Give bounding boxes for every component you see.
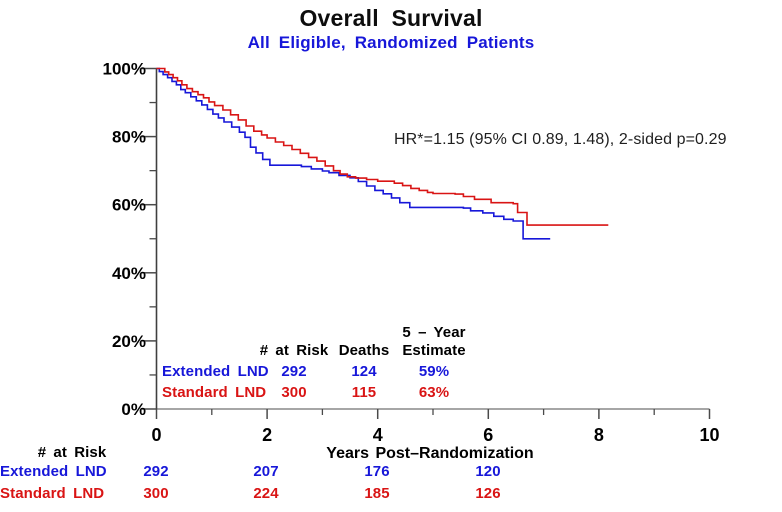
stats-row-standard-label: Standard LND [162,384,267,401]
risk-extended-t0: 292 [143,463,169,480]
survival-curve-standard-lnd [156,67,609,226]
x-tick-label: 10 [699,425,719,445]
stats-row-extended-atrisk: 292 [281,363,307,380]
stats-col-5year-header: 5 – Year [402,324,466,341]
stats-row-extended-estimate: 59% [418,363,450,380]
x-axis-title: Years Post–Randomization [326,445,534,462]
risk-standard-t2: 224 [253,485,279,502]
stats-row-extended-label: Extended LND [162,363,269,380]
y-tick-label: 20% [112,332,146,351]
stats-col-deaths-header: Deaths [338,342,390,359]
hazard-ratio-annotation: HR*=1.15 (95% CI 0.89, 1.48), 2-sided p=… [394,131,727,148]
risk-extended-t2: 207 [253,463,279,480]
risk-standard-t0: 300 [143,485,169,502]
survival-curve-extended-lnd [156,67,551,240]
y-tick-label: 100% [103,60,146,79]
stats-col-estimate-header: Estimate [402,342,466,359]
risk-extended-t6: 120 [475,463,501,480]
stats-row-standard-deaths: 115 [351,384,377,401]
x-tick-label: 0 [151,425,161,445]
x-tick-label: 6 [483,425,493,445]
x-tick-label: 8 [594,425,604,445]
risk-extended-t4: 176 [364,463,390,480]
stats-row-standard-atrisk: 300 [281,384,307,401]
risk-row-extended-label: Extended LND [0,463,107,480]
stats-row-standard-estimate: 63% [418,384,450,401]
risk-row-standard-label: Standard LND [0,485,105,502]
y-tick-label: 80% [112,128,146,147]
x-tick-label: 2 [262,425,272,445]
chart-title: Overall Survival [299,5,483,31]
stats-col-atrisk-header: # at Risk [259,342,329,359]
y-tick-label: 0% [121,400,146,419]
risk-standard-t6: 126 [475,485,501,502]
y-tick-label: 60% [112,196,146,215]
risk-standard-t4: 185 [364,485,390,502]
stats-row-extended-deaths: 124 [351,363,377,380]
risk-table-title: # at Risk [37,444,107,461]
y-tick-label: 40% [112,264,146,283]
x-tick-label: 4 [373,425,383,445]
chart-subtitle: All Eligible, Randomized Patients [247,33,535,52]
